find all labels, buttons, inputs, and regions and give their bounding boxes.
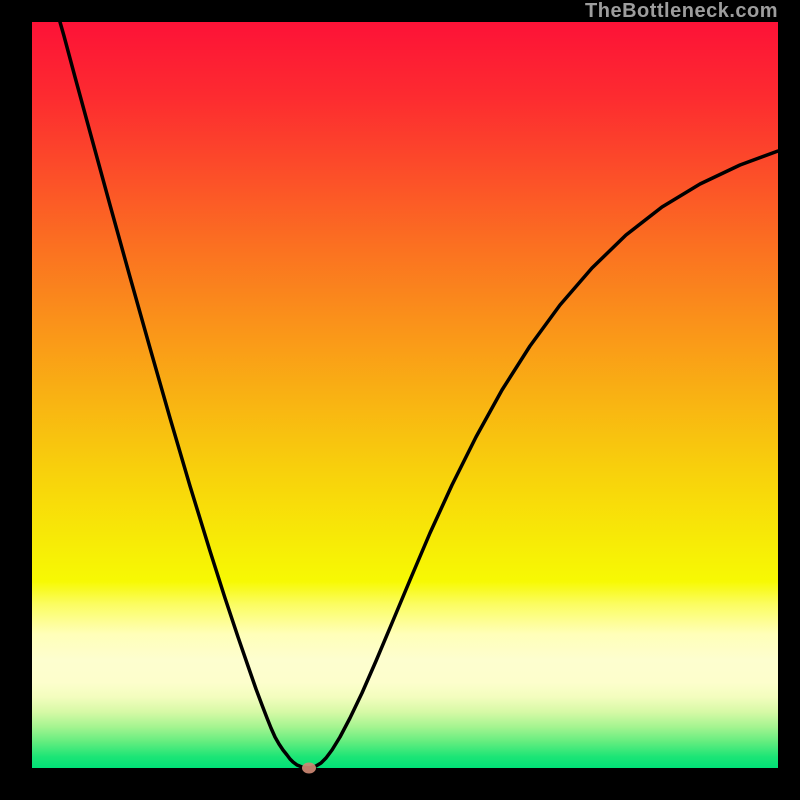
plot-area bbox=[32, 22, 778, 768]
curve-minimum-marker bbox=[302, 763, 316, 774]
chart-svg bbox=[0, 0, 800, 800]
watermark-text: TheBottleneck.com bbox=[585, 0, 778, 23]
chart-canvas: { "canvas": { "width": 800, "height": 80… bbox=[0, 0, 800, 800]
